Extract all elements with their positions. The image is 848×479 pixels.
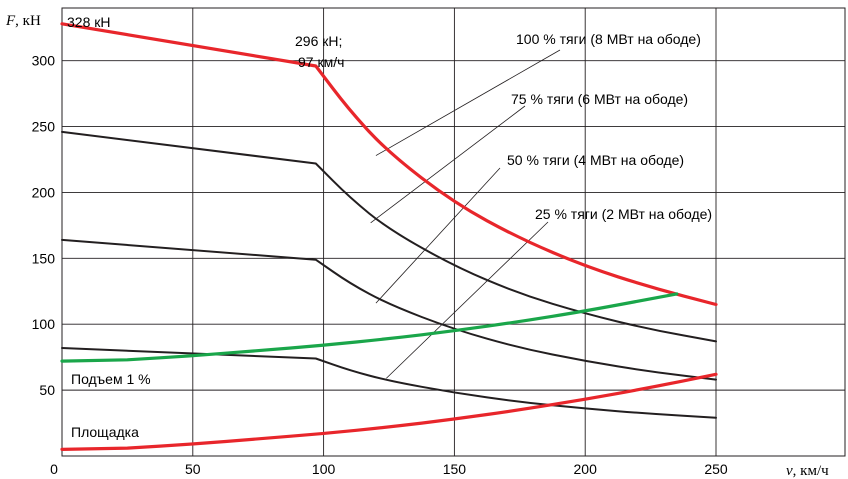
series-label-level-track: Площадка <box>71 424 139 440</box>
axes <box>61 7 846 457</box>
series-label-traction-100: 100 % тяги (8 МВт на ободе) <box>516 31 701 47</box>
y-axis-label: F, кН <box>5 13 41 29</box>
x-tick-label: 0 <box>50 461 58 477</box>
annotation-break-point-speed: 97 км/ч <box>298 54 344 70</box>
y-axis-unit: , кН <box>15 13 41 29</box>
series-label-grade-1pct: Подъем 1 % <box>71 371 151 387</box>
y-tick-label: 150 <box>32 250 56 266</box>
series-line-4 <box>60 292 679 363</box>
plot-frame <box>61 7 846 457</box>
leader-line-2 <box>375 167 501 304</box>
y-axis-symbol: F <box>5 13 16 29</box>
annotation-break-point-force: 296 кН; <box>295 33 342 49</box>
x-tick-label: 50 <box>185 461 201 477</box>
grid <box>62 8 845 456</box>
x-axis-symbol: v <box>786 463 793 479</box>
leader-lines <box>370 49 561 379</box>
tick-labels: 0 50 100 150 200 250 50 100 150 200 250 300 <box>32 53 728 477</box>
series-line-1 <box>61 130 717 343</box>
leader-line-0 <box>375 49 561 156</box>
x-tick-label: 200 <box>574 461 598 477</box>
x-tick-label: 150 <box>443 461 467 477</box>
leader-line-1 <box>370 105 526 224</box>
series-line-0 <box>60 22 718 307</box>
x-axis-unit: , км/ч <box>793 463 829 479</box>
y-tick-label: 200 <box>32 184 56 200</box>
series-line-2 <box>61 238 717 381</box>
leader-line-3 <box>386 221 549 379</box>
series-line-5 <box>60 372 718 451</box>
series-label-traction-50: 50 % тяги (4 МВт на ободе) <box>507 152 684 168</box>
x-tick-label: 250 <box>704 461 728 477</box>
y-tick-label: 100 <box>32 316 56 332</box>
x-axis-label: v, км/ч <box>786 463 829 479</box>
x-tick-label: 100 <box>312 461 336 477</box>
y-tick-label: 50 <box>39 382 55 398</box>
series-lines <box>60 22 718 451</box>
series-label-traction-75: 75 % тяги (6 МВт на ободе) <box>511 91 688 107</box>
y-tick-label: 250 <box>32 119 56 135</box>
y-tick-label: 300 <box>32 53 56 69</box>
series-label-traction-25: 25 % тяги (2 МВт на ободе) <box>535 206 712 222</box>
annotation-max-force: 328 кН <box>67 14 110 30</box>
series-line-3 <box>61 347 717 419</box>
